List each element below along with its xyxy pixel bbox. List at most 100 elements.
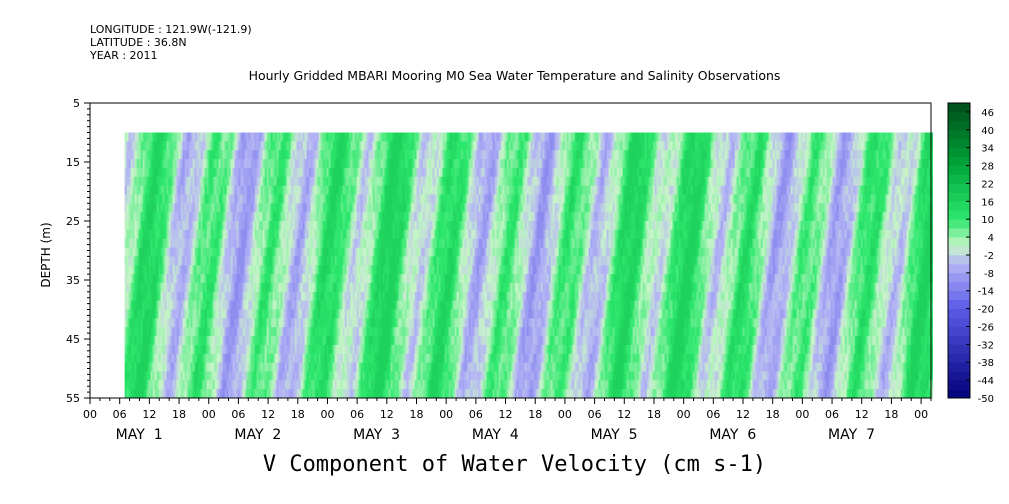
heatmap-cell [134, 167, 137, 178]
heatmap-cell [144, 362, 147, 372]
heatmap-cell [144, 274, 147, 284]
heatmap-cell [142, 132, 145, 142]
heatmap-cell [188, 300, 191, 310]
heatmap-cell [178, 353, 181, 364]
heatmap-cell [142, 229, 145, 240]
heatmap-cell [144, 238, 147, 248]
heatmap-cell [184, 132, 187, 142]
heatmap-cell [156, 221, 159, 231]
heatmap-cell [182, 371, 185, 381]
heatmap-cell [140, 380, 143, 390]
heatmap-cell [190, 380, 193, 390]
heatmap-cell [138, 291, 141, 302]
heatmap-cell [124, 309, 127, 319]
heatmap-cell [168, 176, 171, 187]
heatmap-cell [186, 238, 189, 248]
heatmap-cell [154, 300, 157, 310]
heatmap-cell [170, 159, 173, 169]
heatmap-cell [150, 380, 153, 390]
heatmap-cell [146, 318, 149, 328]
heatmap-cell [156, 389, 159, 399]
heatmap-cell [192, 318, 195, 328]
heatmap-cell [192, 229, 195, 240]
heatmap-cell [168, 256, 171, 266]
heatmap-cell [174, 212, 177, 222]
heatmap-cell [126, 221, 129, 231]
heatmap-cell [172, 247, 175, 257]
heatmap-cell [158, 327, 161, 337]
heatmap-cell [192, 327, 195, 337]
heatmap-cell [150, 203, 153, 213]
heatmap-cell [184, 256, 187, 266]
heatmap-cell [182, 150, 185, 160]
heatmap-cell [124, 327, 127, 337]
heatmap-cell [178, 203, 181, 213]
heatmap-cell [194, 167, 197, 178]
heatmap-cell [184, 265, 187, 275]
heatmap-cell [154, 132, 157, 142]
heatmap-cell [136, 194, 139, 204]
heatmap-cell [188, 336, 191, 346]
heatmap-cell [158, 247, 161, 257]
heatmap-cell [172, 203, 175, 213]
heatmap-cell [160, 194, 163, 204]
heatmap-cell [180, 300, 183, 310]
heatmap-cell [190, 247, 193, 257]
heatmap-cell [168, 229, 171, 240]
heatmap-cell [138, 159, 141, 169]
heatmap-cell [142, 238, 145, 248]
heatmap-cell [178, 141, 181, 151]
heatmap-cell [134, 185, 137, 195]
heatmap-cell [138, 282, 141, 293]
heatmap-cell [190, 132, 193, 142]
heatmap-cell [124, 212, 127, 222]
heatmap-cell [146, 291, 149, 302]
heatmap-cell [126, 274, 129, 284]
heatmap-cell [158, 212, 161, 222]
heatmap-cell [160, 256, 163, 266]
heatmap-cell [132, 389, 135, 399]
heatmap-cell [126, 203, 129, 213]
heatmap-cell [186, 212, 189, 222]
heatmap-cell [170, 380, 173, 390]
heatmap-cell [164, 274, 167, 284]
heatmap-cell [132, 274, 135, 284]
heatmap-cell [176, 309, 179, 319]
heatmap-cell [146, 141, 149, 151]
heatmap-cell [154, 212, 157, 222]
heatmap-cell [184, 229, 187, 240]
heatmap-cell [192, 344, 195, 355]
heatmap-cell [174, 150, 177, 160]
heatmap-cell [142, 282, 145, 293]
heatmap-cell [172, 132, 175, 142]
heatmap-cell [184, 380, 187, 390]
heatmap-cell [152, 132, 155, 142]
heatmap-cell [144, 159, 147, 169]
heatmap-cell [126, 212, 129, 222]
heatmap-cell [132, 194, 135, 204]
heatmap-cell [124, 159, 127, 169]
heatmap-cell [192, 221, 195, 231]
heatmap-cell [178, 256, 181, 266]
heatmap-cell [160, 167, 163, 178]
heatmap-cell [148, 327, 151, 337]
plot-area [89, 102, 933, 399]
heatmap-cell [146, 247, 149, 257]
heatmap-cell [188, 353, 191, 364]
heatmap-cell [158, 274, 161, 284]
heatmap-cell [184, 327, 187, 337]
heatmap-cell [184, 300, 187, 310]
heatmap-cell [140, 167, 143, 178]
heatmap-cell [172, 389, 175, 399]
heatmap-cell [174, 132, 177, 142]
heatmap-cell [192, 185, 195, 195]
heatmap-cell [186, 229, 189, 240]
heatmap-cell [150, 282, 153, 293]
heatmap-cell [144, 327, 147, 337]
heatmap-cell [174, 282, 177, 293]
heatmap-cell [144, 167, 147, 178]
heatmap-cell [152, 371, 155, 381]
heatmap-cell [182, 274, 185, 284]
heatmap-cell [162, 141, 165, 151]
heatmap-cell [140, 141, 143, 151]
